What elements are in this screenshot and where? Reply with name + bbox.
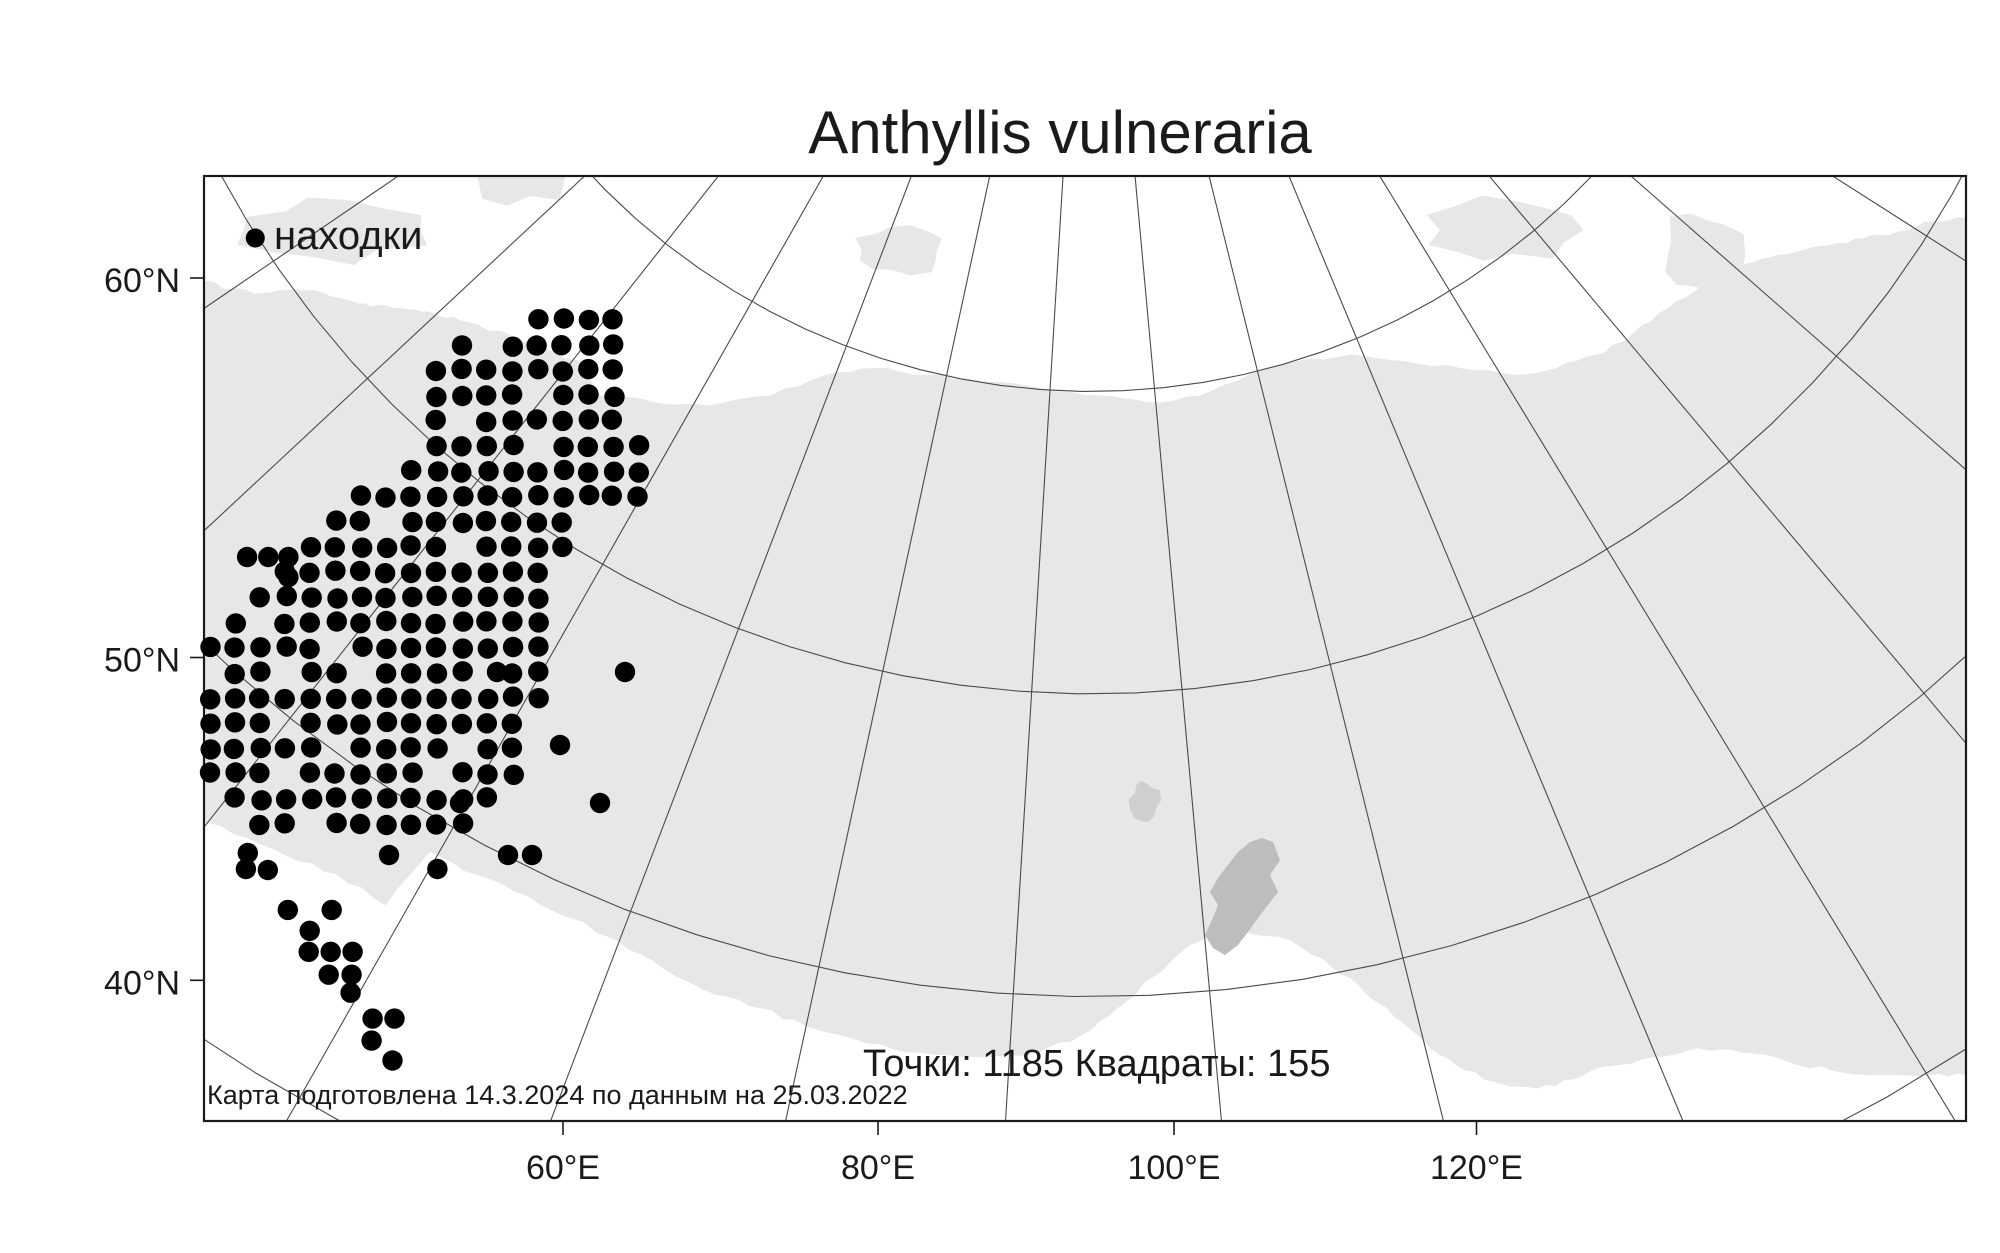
svg-text:80°E: 80°E [841, 1149, 915, 1187]
svg-text:50°N: 50°N [104, 642, 180, 680]
svg-text:Точки: 1185 Квадраты: 155: Точки: 1185 Квадраты: 155 [863, 1043, 1330, 1085]
svg-text:60°N: 60°N [104, 262, 180, 300]
svg-text:100°E: 100°E [1127, 1149, 1220, 1187]
svg-text:40°N: 40°N [104, 964, 180, 1002]
svg-text:60°E: 60°E [526, 1149, 600, 1187]
svg-text:Anthyllis vulneraria: Anthyllis vulneraria [808, 99, 1312, 166]
svg-text:Карта подготовлена 14.3.2024 п: Карта подготовлена 14.3.2024 по данным н… [207, 1080, 908, 1110]
svg-text:находки: находки [274, 214, 422, 258]
svg-text:120°E: 120°E [1430, 1149, 1523, 1187]
